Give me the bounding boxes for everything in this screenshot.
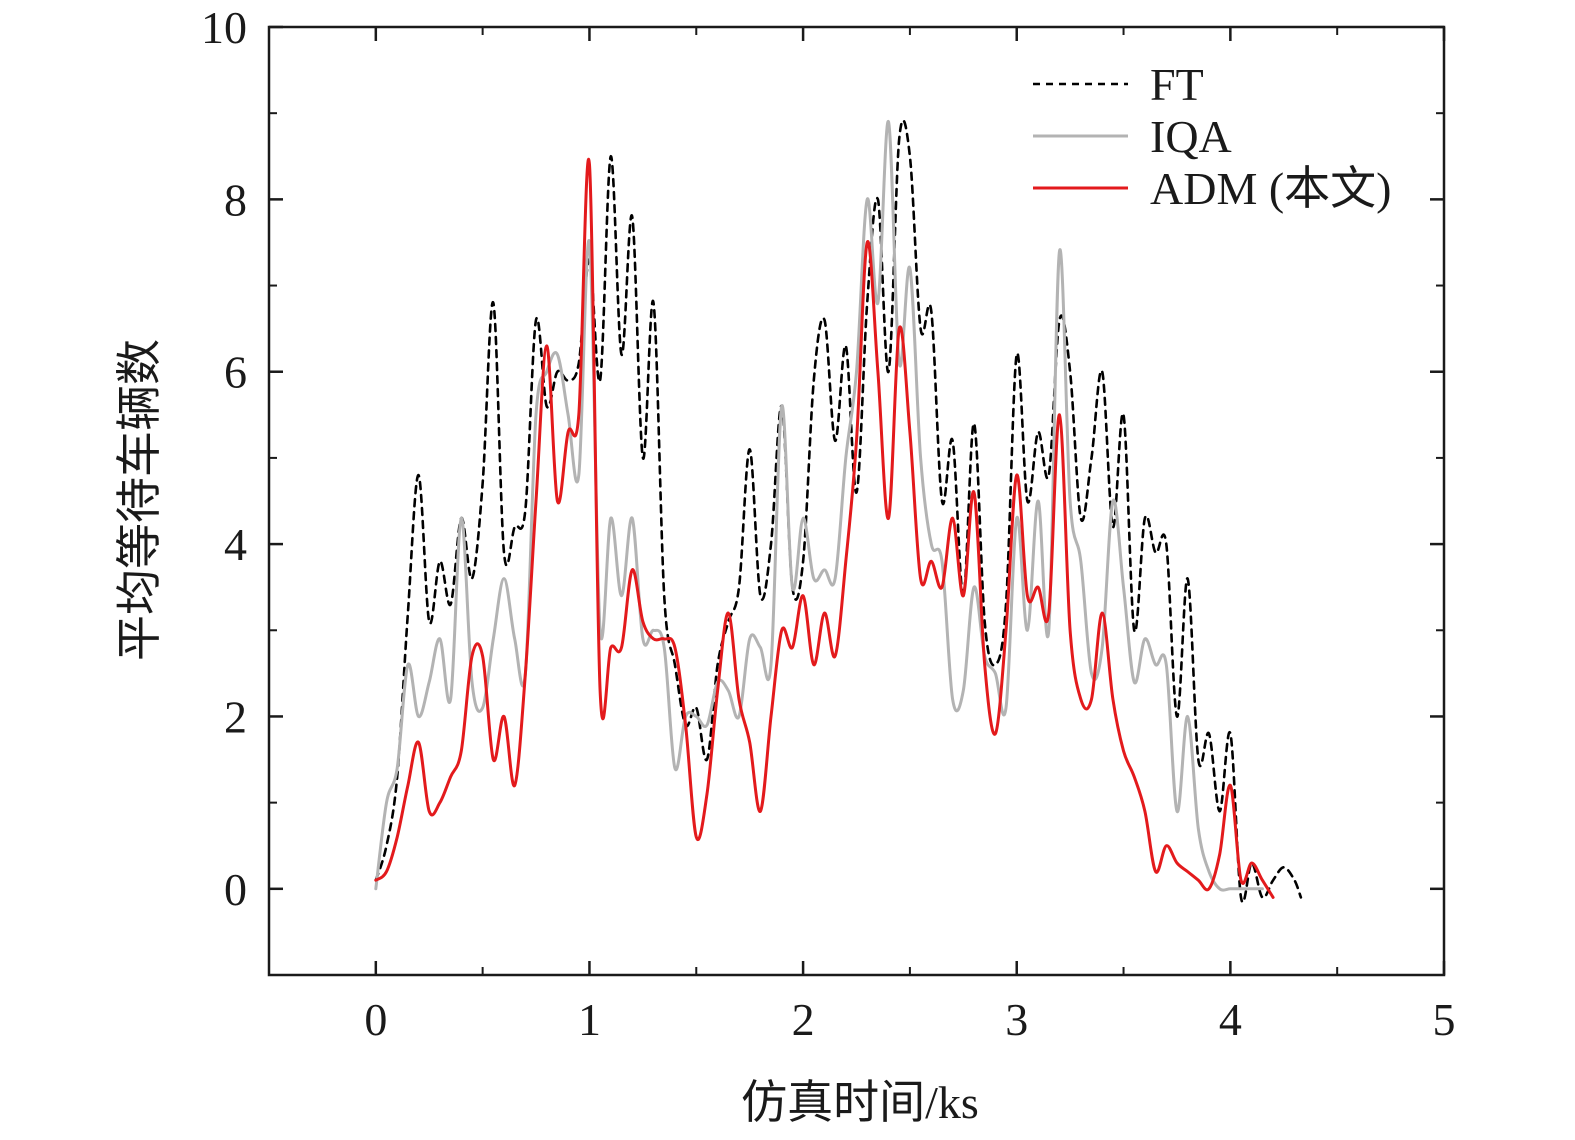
y-tick-label: 4 [224,519,247,570]
x-tick-label: 4 [1219,994,1242,1045]
series-line-iqa [374,120,1264,892]
y-tick-label: 10 [201,2,247,53]
y-tick-label: 0 [224,864,247,915]
series-line-ft [374,119,1303,904]
x-tick-label: 5 [1433,994,1456,1045]
y-axis-label: 平均等待车辆数 [114,339,165,661]
series-line-adm [374,158,1275,899]
y-tick-label: 2 [224,691,247,742]
x-tick-label: 1 [578,994,601,1045]
legend-label-iqa: IQA [1150,111,1232,162]
plot-frame [267,25,1446,977]
x-tick-label: 0 [364,994,387,1045]
x-tick-label: 3 [1005,994,1028,1045]
y-tick-label: 6 [224,347,247,398]
legend-label-ft: FT [1150,59,1204,110]
x-axis-label: 仿真时间/ks [741,1077,979,1128]
x-tick-label: 2 [792,994,815,1045]
y-tick-label: 8 [224,174,247,225]
legend-label-adm: ADM (本文) [1150,163,1391,214]
